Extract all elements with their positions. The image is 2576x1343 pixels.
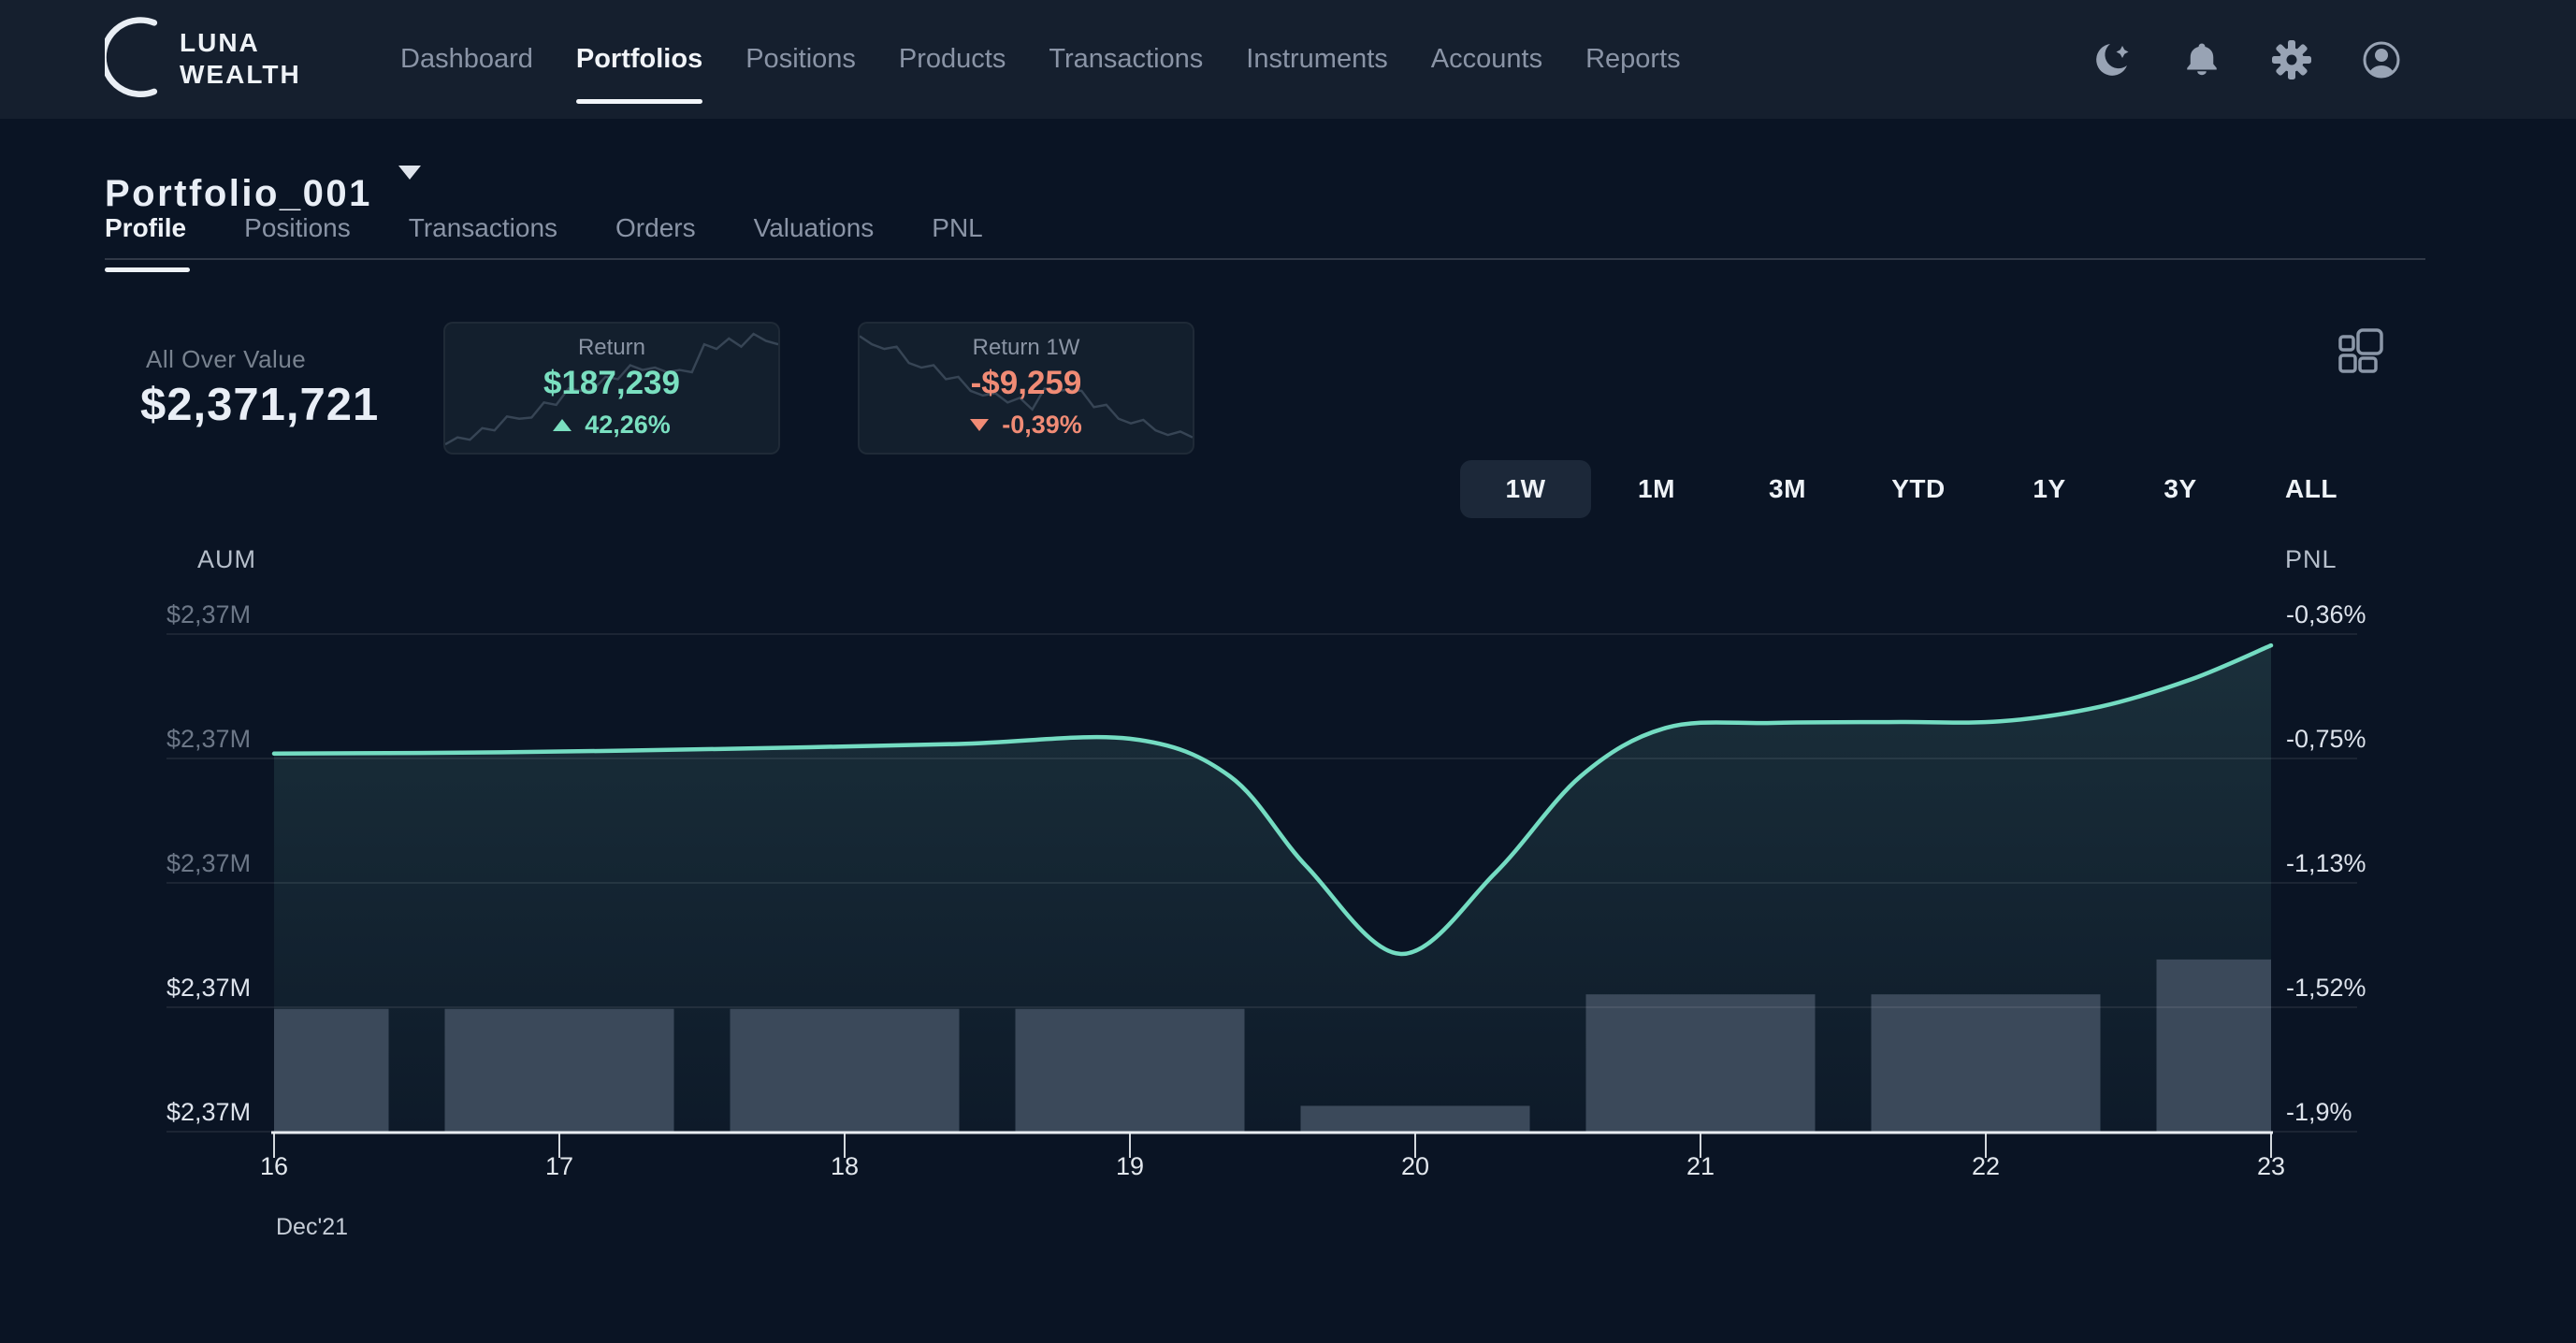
luna-crescent-icon <box>105 17 158 98</box>
right-axis-title: PNL <box>2285 545 2337 573</box>
dark-mode-icon[interactable] <box>2091 39 2133 80</box>
tab-valuations[interactable]: Valuations <box>753 213 875 242</box>
return-1w-card-value: -$9,259 <box>970 365 1082 401</box>
profile-icon[interactable] <box>2361 39 2402 80</box>
all-over-value-label: All Over Value <box>146 345 307 373</box>
tab-positions[interactable]: Positions <box>244 213 351 242</box>
tab-profile[interactable]: Profile <box>105 213 191 272</box>
left-axis-title: AUM <box>197 545 256 573</box>
left-axis-tick-label: $2,37M <box>166 849 251 877</box>
notifications-icon[interactable] <box>2181 39 2222 80</box>
return-card-value: $187,239 <box>543 365 680 401</box>
right-axis-tick-label: -1,9% <box>2286 1098 2352 1126</box>
sparkline-path <box>445 332 778 446</box>
range-button-1m[interactable]: 1M <box>1638 474 1675 503</box>
aum-bar-16 <box>274 1008 389 1133</box>
all-over-value: $2,371,721 <box>140 380 380 430</box>
x-tick-label: 20 <box>1401 1152 1429 1180</box>
nav-item-portfolios[interactable]: Portfolios <box>575 0 703 119</box>
pnl-line <box>271 643 2274 957</box>
top-navigation-bar: LUNA WEALTH Dashboard Portfolios Positions… <box>0 0 2576 119</box>
x-axis-caption: Dec'21 <box>276 1214 348 1240</box>
tab-pnl[interactable]: PNL <box>932 213 983 242</box>
right-axis-tick-label: -0,36% <box>2286 600 2366 628</box>
nav-item-products[interactable]: Products <box>898 44 1006 74</box>
aum-bar-22 <box>1871 994 2101 1133</box>
topbar-icons <box>2091 0 2402 119</box>
return-card-content: Return $187,239 42,26% <box>445 324 778 453</box>
range-button-1w[interactable]: 1W <box>1460 460 1591 518</box>
user-avatar-icon <box>2363 41 2400 78</box>
return-card: Return $187,239 42,26% <box>443 322 780 455</box>
left-axis-tick-label: $2,37M <box>166 974 251 1002</box>
return-1w-sparkline <box>860 335 1193 439</box>
x-tick-label: 18 <box>831 1152 859 1180</box>
bell-icon <box>2187 43 2217 75</box>
return-1w-card-content: Return 1W -$9,259 -0,39% <box>860 324 1193 453</box>
aum-bar-18 <box>730 1008 960 1133</box>
x-tick-label: 17 <box>545 1152 573 1180</box>
return-1w-card: Return 1W -$9,259 -0,39% <box>858 322 1194 455</box>
x-tick-label: 22 <box>1972 1152 2000 1180</box>
range-button-3y[interactable]: 3Y <box>2164 474 2197 503</box>
sparkline-path <box>860 335 1193 439</box>
x-tick-label: 19 <box>1116 1152 1144 1180</box>
time-range-selector: 1W 1M 3M YTD 1Y 3Y ALL <box>1460 460 2377 518</box>
nav-item-instruments[interactable]: Instruments <box>1246 44 1388 74</box>
return-1w-card-change: -0,39% <box>970 411 1082 440</box>
tabs-divider <box>105 258 2425 260</box>
tab-orders[interactable]: Orders <box>615 213 696 242</box>
nav-item-accounts[interactable]: Accounts <box>1430 44 1543 74</box>
settings-icon[interactable] <box>2271 39 2312 80</box>
return-card-change-value: 42,26% <box>585 411 671 439</box>
aum-bar-21 <box>1585 994 1816 1133</box>
trend-down-icon <box>970 419 990 431</box>
gear-icon <box>2272 39 2311 79</box>
portfolio-dropdown-caret chevron-down-icon[interactable] <box>398 166 421 180</box>
nav-item-positions[interactable]: Positions <box>745 44 856 74</box>
range-button-1y[interactable]: 1Y <box>2033 474 2066 503</box>
range-button-3m[interactable]: 3M <box>1769 474 1806 503</box>
return-1w-card-label: Return 1W <box>972 335 1080 360</box>
aum-bar-19 <box>1015 1008 1245 1133</box>
nav-item-reports[interactable]: Reports <box>1585 44 1681 74</box>
aum-area-fill <box>274 645 2271 1133</box>
tab-transactions[interactable]: Transactions <box>408 213 558 242</box>
nav-item-dashboard[interactable]: Dashboard <box>400 44 533 74</box>
brand-logo: LUNA WEALTH <box>105 14 301 104</box>
moon-star-icon <box>2096 43 2129 76</box>
return-card-label: Return <box>577 335 646 360</box>
right-axis-tick-label: -1,13% <box>2286 849 2366 877</box>
brand-name: LUNA WEALTH <box>180 27 301 89</box>
x-tick-label: 21 <box>1686 1152 1715 1180</box>
x-tick-label: 16 <box>260 1152 288 1180</box>
return-card-change: 42,26% <box>553 411 671 440</box>
range-button-all[interactable]: ALL <box>2285 474 2337 503</box>
main-nav: Dashboard Portfolios Positions Products Tran… <box>400 0 1681 119</box>
right-axis-tick-label: -1,52% <box>2286 974 2366 1002</box>
aum-bar-20 <box>1300 1105 1530 1133</box>
left-axis-tick-label: $2,37M <box>166 600 251 628</box>
range-button-ytd[interactable]: YTD <box>1891 474 1946 503</box>
trend-up-icon <box>553 419 572 431</box>
page-title: Portfolio_001 <box>105 172 372 214</box>
aum-bar-17 <box>444 1008 674 1133</box>
right-axis-tick-label: -0,75% <box>2286 725 2366 753</box>
return-1w-card-change-value: -0,39% <box>1002 411 1082 439</box>
dashboard-grid-icon <box>2338 328 2383 373</box>
nav-item-transactions[interactable]: Transactions <box>1049 44 1204 74</box>
return-sparkline <box>445 332 778 446</box>
left-axis-tick-label: $2,37M <box>166 1098 251 1126</box>
layout-grid-icon[interactable] <box>2337 327 2383 374</box>
left-axis-tick-label: $2,37M <box>166 725 251 753</box>
x-tick-label: 23 <box>2257 1152 2285 1180</box>
portfolio-tabs: Profile Positions Transactions Orders Valuat… <box>105 213 983 272</box>
aum-bar-23 <box>2156 959 2271 1133</box>
